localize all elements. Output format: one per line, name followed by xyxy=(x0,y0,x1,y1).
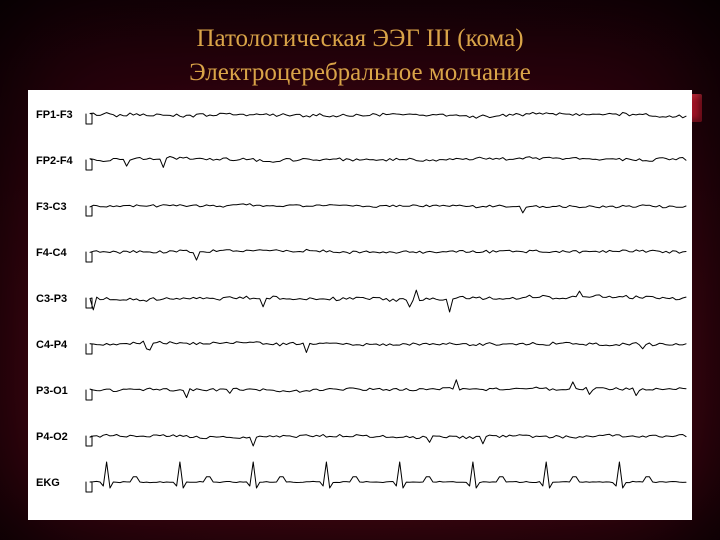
channel-label: F4-C4 xyxy=(36,247,67,259)
channel-label: EKG xyxy=(36,477,60,489)
channel-label: F3-C3 xyxy=(36,201,67,213)
eeg-trace xyxy=(86,380,686,400)
eeg-trace xyxy=(86,157,686,171)
channel-label: FP2-F4 xyxy=(36,155,74,167)
eeg-chart: FP1-F3 FP2-F4 F3-C3 F4-C4 C3-P3 C4-P4 P3-O1 P4-… xyxy=(28,90,692,520)
eeg-trace xyxy=(86,249,686,262)
channel-label: C3-P3 xyxy=(36,293,67,305)
eeg-trace xyxy=(86,434,686,446)
eeg-trace xyxy=(86,204,686,216)
eeg-trace xyxy=(86,462,686,492)
channel-label: FP1-F3 xyxy=(36,109,73,121)
eeg-trace xyxy=(86,112,686,124)
eeg-trace xyxy=(86,290,686,312)
title-line-1: Патологическая ЭЭГ III (кома) xyxy=(0,22,720,56)
title-line-2: Электроцеребральное молчание xyxy=(0,56,720,90)
eeg-trace xyxy=(86,341,686,354)
slide-title: Патологическая ЭЭГ III (кома) Электроцер… xyxy=(0,22,720,90)
channel-label: P3-O1 xyxy=(36,385,68,397)
eeg-panel: FP1-F3 FP2-F4 F3-C3 F4-C4 C3-P3 C4-P4 P3-O1 P4-… xyxy=(28,90,692,520)
channel-label: C4-P4 xyxy=(36,339,68,351)
channel-label: P4-O2 xyxy=(36,431,68,443)
slide: Патологическая ЭЭГ III (кома) Электроцер… xyxy=(0,0,720,540)
